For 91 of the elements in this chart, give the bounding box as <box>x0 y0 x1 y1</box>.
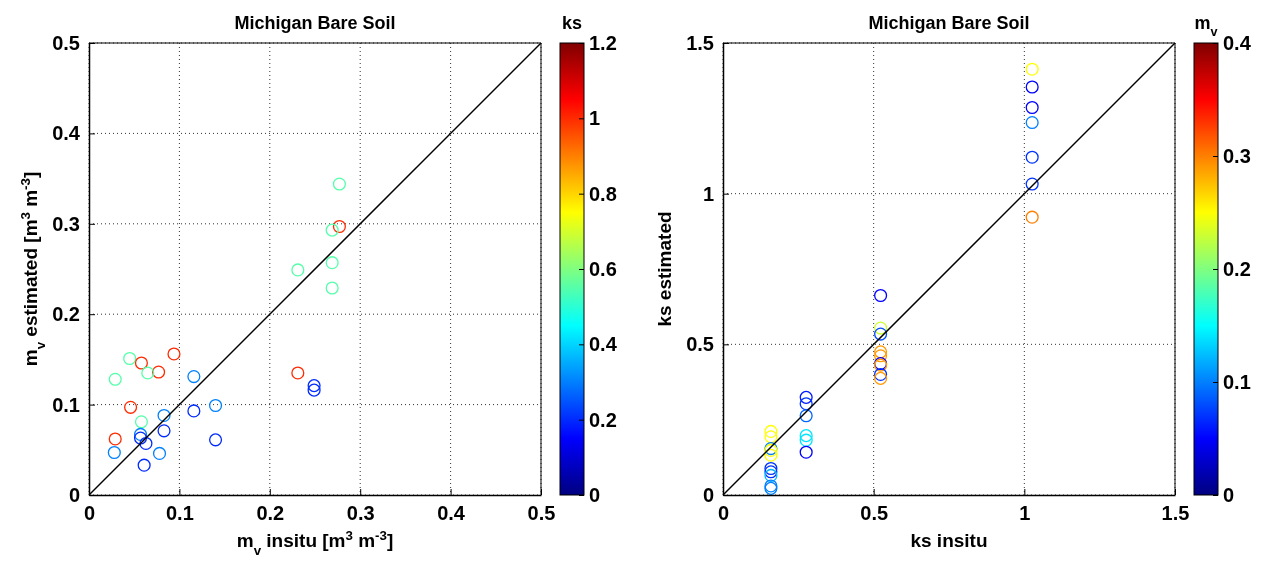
point <box>157 424 171 438</box>
y-tick-label: 1 <box>702 182 714 205</box>
point <box>764 448 778 462</box>
color-bar-title: m$_{v}$ <box>1194 13 1218 39</box>
x-tick-label: 0.3 <box>346 502 375 524</box>
point <box>107 445 121 460</box>
point <box>139 436 153 451</box>
x-tick-label: 0.1 <box>165 502 194 524</box>
point <box>187 370 201 384</box>
x-tick-label: 1.5 <box>1161 502 1190 524</box>
y-tick-label: 0.5 <box>52 31 80 54</box>
point <box>332 177 346 191</box>
color-bar-label: 0.2 <box>589 408 617 431</box>
point <box>325 256 339 270</box>
point <box>307 383 321 397</box>
point <box>123 351 137 366</box>
color-bar-label: 0.4 <box>589 333 618 356</box>
x-tick-label: 0 <box>717 502 730 524</box>
point <box>291 263 305 277</box>
y-tick-label: 0.2 <box>52 303 80 326</box>
point <box>167 347 181 361</box>
color-bar-label: 0.3 <box>1223 144 1251 167</box>
point <box>764 461 778 476</box>
point <box>1025 177 1039 191</box>
point <box>764 424 778 438</box>
point <box>799 445 813 459</box>
y-tick-label: 0 <box>68 483 80 506</box>
point <box>1025 150 1039 164</box>
point <box>108 432 122 446</box>
point <box>157 408 171 422</box>
color-bar-label: 1.2 <box>589 31 617 54</box>
point <box>152 446 167 460</box>
point <box>1025 116 1039 130</box>
x-tick-label: 0 <box>83 502 96 524</box>
point <box>874 367 888 382</box>
x-tick-label: 0.5 <box>527 502 556 524</box>
y-tick-label: 0.5 <box>686 333 714 356</box>
y-tick-label: 0.4 <box>52 122 81 145</box>
point <box>874 327 888 341</box>
point <box>874 371 888 385</box>
point <box>108 372 122 386</box>
point <box>764 430 778 444</box>
y-axis-title: ks estimated <box>654 211 675 327</box>
point <box>874 345 888 359</box>
point <box>134 356 148 370</box>
point <box>799 429 813 443</box>
point <box>134 415 148 429</box>
point <box>325 223 339 237</box>
point <box>208 398 223 413</box>
x-tick-label: 0.5 <box>860 502 889 524</box>
point <box>133 431 148 445</box>
chart-title: Michigan Bare Soil <box>234 13 396 33</box>
y-tick-label: 0.1 <box>52 393 80 416</box>
point <box>208 433 223 447</box>
point <box>1025 62 1039 76</box>
color-bar-label: 0.1 <box>1223 370 1251 393</box>
y-tick-label: 0 <box>702 483 714 506</box>
x-tick-label: 0.4 <box>437 502 466 524</box>
point <box>1025 80 1039 94</box>
point <box>325 281 339 295</box>
point <box>1025 100 1039 115</box>
chart-title: Michigan Bare Soil <box>868 13 1030 33</box>
x-axis-title: m$_{v}$ insitu [m$^{3}$ m$^{-3}$] <box>236 527 394 558</box>
point <box>799 409 813 423</box>
y-tick-label: 0.3 <box>52 212 80 235</box>
color-bar-label: 0 <box>1223 483 1235 506</box>
point <box>291 366 305 380</box>
x-tick-label: 0.2 <box>256 502 285 524</box>
point <box>152 365 166 379</box>
color-bar-label: 1 <box>589 107 601 130</box>
color-bar-title: ks <box>561 13 583 33</box>
point <box>141 366 155 380</box>
color-bar-label: 0.2 <box>1223 257 1251 280</box>
color-bar-label: 0 <box>589 483 601 506</box>
y-tick-label: 1.5 <box>686 31 714 54</box>
color-bar-label: 0.4 <box>1223 31 1252 54</box>
point <box>332 219 346 234</box>
point <box>874 288 888 303</box>
color-bar-label: 0.8 <box>589 182 617 205</box>
point <box>874 321 888 335</box>
point <box>799 390 813 404</box>
point <box>799 433 813 447</box>
color-bar-label: 0.6 <box>589 257 617 280</box>
point <box>1025 210 1039 224</box>
point <box>124 400 138 414</box>
x-tick-label: 1 <box>1019 502 1031 524</box>
point <box>874 349 888 363</box>
point <box>307 379 321 393</box>
x-axis-title: ks insitu <box>910 530 988 551</box>
point <box>137 458 151 472</box>
point <box>187 404 201 418</box>
